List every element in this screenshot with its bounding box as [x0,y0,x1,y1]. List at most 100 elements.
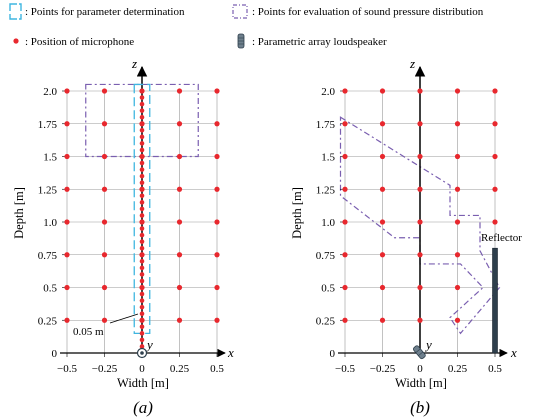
y-tick-label: 1.75 [38,119,58,131]
microphone-dot [417,186,423,192]
dense-microphone-dot [139,141,145,146]
panel-b-axes: z x y [338,56,517,360]
microphone-dot [214,219,220,225]
dense-microphone-dot [139,252,145,258]
microphone-dot [417,219,423,225]
microphone-dot [176,121,183,127]
microphone-dot [101,219,108,225]
legend-item-microphone: : Position of microphone [13,36,134,48]
microphone-dot [176,252,183,258]
dense-microphone-dot [139,154,145,159]
panel-b-x-ticks: −0.5 −0.25 0 0.25 0.5 [335,353,502,375]
y-tick-label: 1.5 [43,152,57,164]
dense-microphone-dot [139,232,145,238]
y-tick-label: 2.0 [321,86,335,98]
microphone-dot [214,186,220,192]
panel-b-xlabel: Width [m] [395,376,447,390]
microphone-dot [492,219,498,225]
dense-microphone-dot [139,121,145,127]
dense-microphone-dot [139,114,145,120]
microphone-dot [417,88,423,94]
microphone-dot [379,88,386,94]
dense-microphone-dot [139,265,145,271]
legend-parameter-box-icon [9,3,22,20]
microphone-dot [454,284,461,291]
dense-microphone-dot [139,304,145,310]
dense-microphone-dot [139,291,145,297]
dense-microphone-dot [139,200,145,205]
dense-microphone-dot [139,128,145,133]
panel-a-x-ticks: −0.5 −0.25 0 0.25 0.5 [57,353,224,375]
y-tick-label: 1.25 [316,184,336,196]
microphone-dot [417,284,423,291]
microphone-dot [176,284,183,291]
dense-microphone-dot [139,317,145,323]
dense-microphone-dot [139,167,145,172]
microphone-dot [492,88,498,94]
microphone-dot [176,317,183,323]
microphone-dot [379,252,386,258]
dense-microphone-dot [139,160,145,166]
panel-a-ylabel: Depth [m] [12,187,26,239]
panel-b-z-axis-label: z [409,56,415,71]
panel-b-y-ticks: 0 0.25 0.5 0.75 1.0 1.25 1.5 1.75 2.0 [316,86,345,360]
panel-b-evaluation-region [339,116,501,335]
microphone-dot [492,153,498,160]
dense-microphone-dot [139,324,145,330]
panel-b-ylabel: Depth [m] [290,187,304,239]
y-tick-label: 0 [52,348,58,360]
microphone-dot [379,186,386,192]
dense-microphone-dot [139,134,145,140]
y-tick-label: 1.0 [43,217,57,229]
microphone-dot [214,121,220,127]
legend-item-parameter-points: : Points for parameter determination [9,3,185,20]
dense-microphone-dot [139,101,145,107]
dense-microphone-dot [139,173,145,179]
microphone-dot [214,317,220,323]
microphone-dot [176,153,183,160]
dense-microphone-dot [139,245,145,251]
dense-microphone-dot [139,206,145,212]
panel-a-spacing-annotation: 0.05 m [73,326,104,338]
panel-b: z x y 0 0.25 0.5 0.75 1.0 1.25 1.5 1.75 2.0 −0.5… [290,56,522,417]
dense-microphone-dot [139,88,145,94]
microphone-dot [64,219,70,225]
microphone-dot [417,317,423,323]
dense-microphone-dot [139,180,145,185]
microphone-dot [214,284,220,291]
panel-a: z x y 0 0.25 0.5 0.75 1.0 1.25 1.5 1.75 2.0 −0.5… [12,56,234,417]
dense-microphone-dot [139,186,145,192]
panel-a-annotation-leader [109,313,139,324]
y-tick-label: 0.5 [43,283,57,295]
microphone-dot [176,186,183,192]
dense-microphone-dot [139,213,145,218]
microphone-dot [64,317,70,323]
microphone-dot [417,153,423,160]
dense-microphone-dot [139,108,145,113]
microphone-dot [342,153,348,160]
microphone-dot [101,284,108,291]
legend-item-loudspeaker: : Parametric array loudspeaker [237,33,387,49]
microphone-dot [342,219,348,225]
microphone-dot [64,252,70,258]
legend-label-parameter-points: : Points for parameter determination [25,6,185,18]
dense-microphone-dot [139,259,145,264]
dense-microphone-dot [139,285,145,290]
x-tick-label: −0.5 [335,363,355,375]
x-tick-label: −0.5 [57,363,77,375]
dense-microphone-dot [139,147,145,153]
panel-a-y-ticks: 0 0.25 0.5 0.75 1.0 1.25 1.5 1.75 2.0 [38,86,67,360]
panel-b-label: (b) [410,398,430,417]
microphone-dot [64,88,70,94]
microphone-dot [214,153,220,160]
microphone-dot [101,88,108,94]
y-tick-label: 0.25 [38,315,58,327]
panel-a-x-axis-label: x [227,345,234,360]
microphone-dot [492,186,498,192]
microphone-dot [342,284,348,291]
x-tick-label: 0.25 [170,363,190,375]
dense-microphone-dot [139,219,145,225]
microphone-dot [176,88,183,94]
x-tick-label: 0.5 [488,363,502,375]
